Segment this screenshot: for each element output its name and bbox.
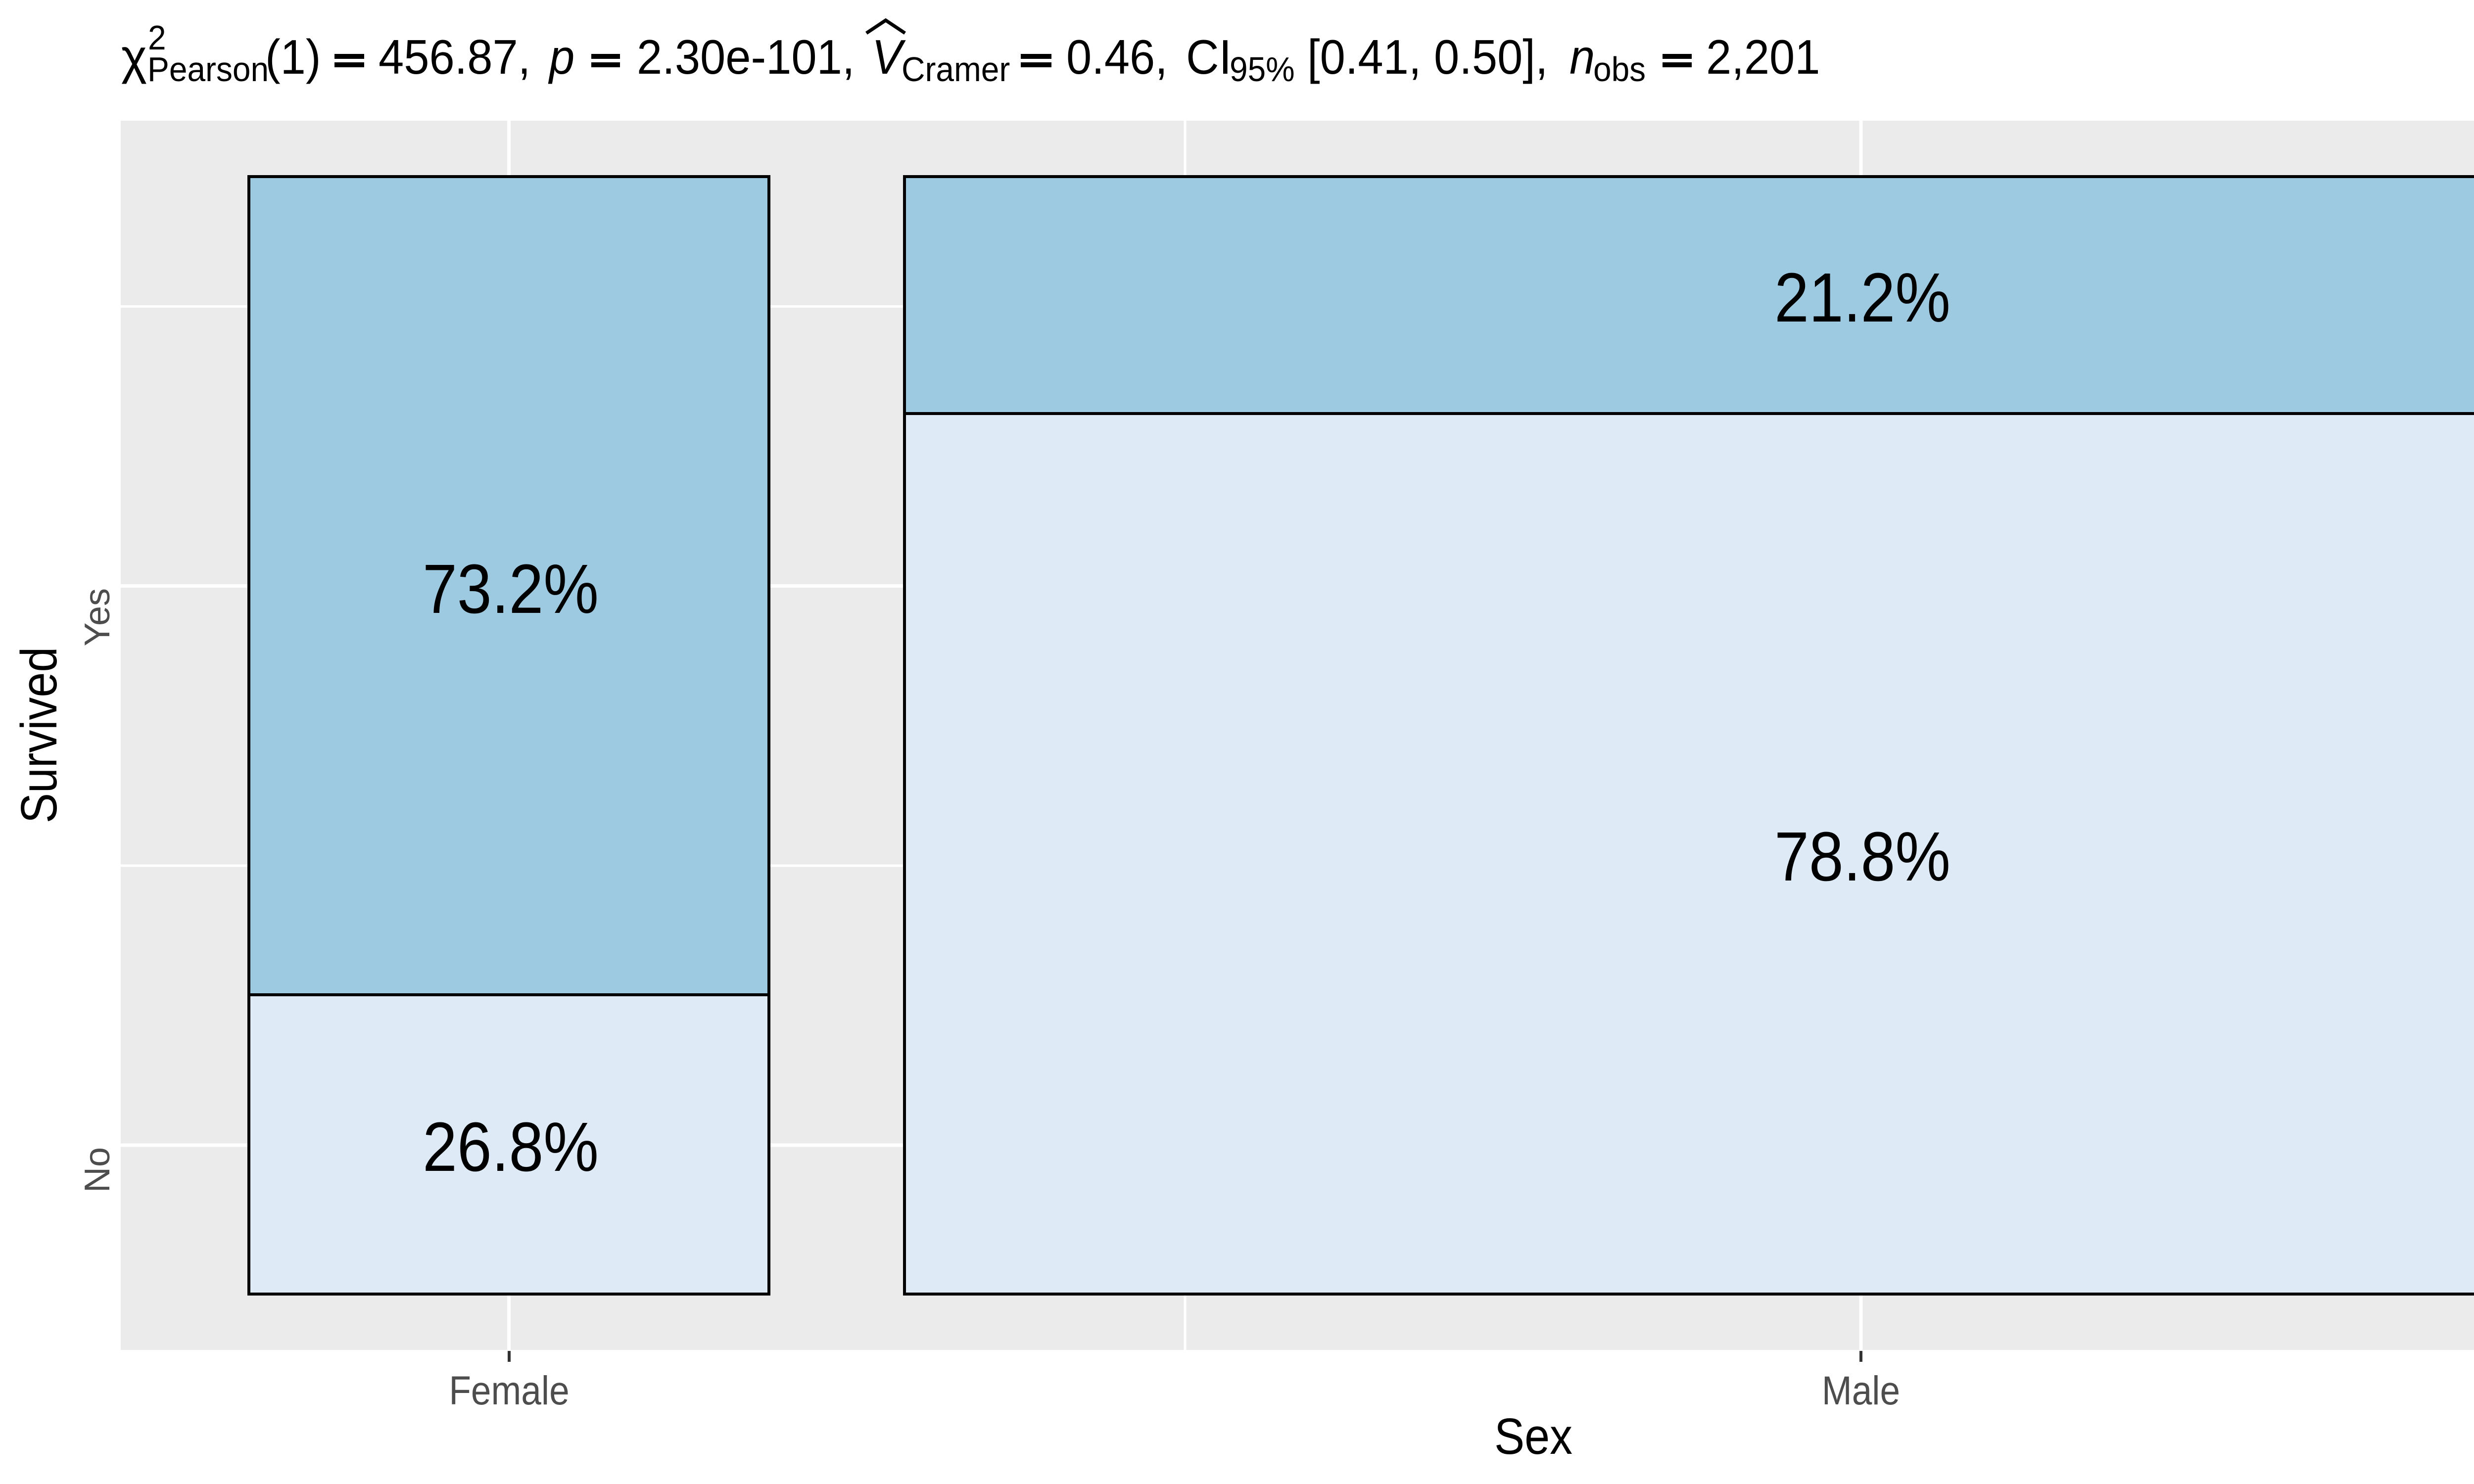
svg-text:obs: obs [1593, 50, 1646, 89]
svg-text:2.30e-101,: 2.30e-101, [637, 30, 855, 84]
svg-text:21.2%: 21.2% [1774, 259, 1951, 336]
svg-text:No: No [78, 1147, 117, 1193]
svg-text:Sex: Sex [1494, 1408, 1572, 1465]
svg-text:456.87,: 456.87, [379, 30, 530, 84]
svg-text:Yes: Yes [78, 588, 117, 646]
svg-text:78.8%: 78.8% [1774, 818, 1951, 895]
svg-text:Male: Male [1822, 1368, 1900, 1413]
svg-text:V: V [872, 30, 906, 84]
svg-text:2: 2 [148, 19, 166, 57]
svg-text:Survived: Survived [10, 647, 67, 824]
svg-text:p: p [548, 30, 574, 84]
svg-text:Female: Female [449, 1368, 569, 1413]
svg-text:Cramer: Cramer [902, 50, 1010, 89]
svg-text:95%: 95% [1230, 50, 1295, 89]
svg-text:0.46,: 0.46, [1066, 30, 1168, 84]
svg-text:CI: CI [1186, 30, 1232, 84]
svg-text:Pearson: Pearson [147, 50, 269, 89]
svg-text:2,201: 2,201 [1706, 30, 1820, 84]
svg-text:n: n [1570, 30, 1595, 84]
svg-text:[0.41, 0.50],: [0.41, 0.50], [1307, 30, 1548, 84]
svg-text:26.8%: 26.8% [423, 1108, 599, 1186]
svg-text:73.2%: 73.2% [423, 550, 599, 628]
svg-text:χ: χ [121, 29, 147, 84]
svg-text:(1): (1) [265, 30, 321, 84]
